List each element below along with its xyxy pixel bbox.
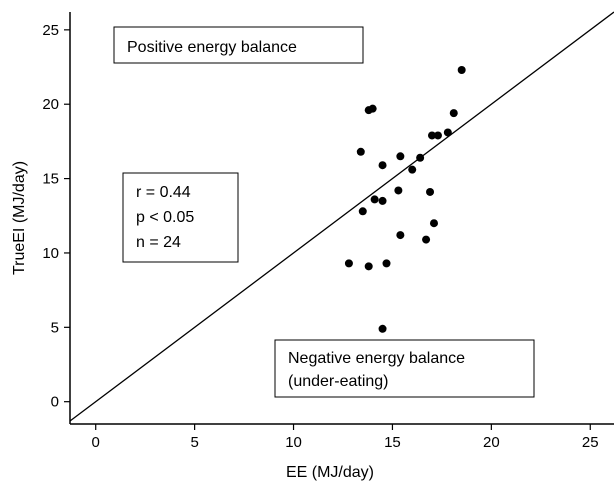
data-point bbox=[356, 147, 365, 156]
stat-n: n = 24 bbox=[136, 234, 181, 251]
y-tick-label: 20 bbox=[42, 96, 59, 113]
y-ticks: 0 5 10 15 20 25 bbox=[42, 22, 70, 411]
data-point bbox=[344, 259, 353, 268]
axes bbox=[69, 12, 614, 425]
y-tick-label: 5 bbox=[51, 319, 59, 336]
x-tick-label: 25 bbox=[582, 434, 599, 451]
data-point bbox=[396, 231, 405, 240]
y-tick-label: 15 bbox=[42, 171, 59, 188]
data-point bbox=[378, 161, 387, 170]
data-points bbox=[344, 66, 466, 333]
negative-balance-sublabel: (under-eating) bbox=[288, 373, 389, 390]
identity-line bbox=[69, 11, 614, 422]
data-point bbox=[433, 131, 442, 140]
data-point bbox=[378, 324, 387, 333]
data-point bbox=[396, 152, 405, 161]
x-tick-label: 0 bbox=[92, 434, 100, 451]
data-point bbox=[426, 187, 435, 196]
positive-balance-box: Positive energy balance bbox=[113, 26, 364, 64]
data-point bbox=[382, 259, 391, 268]
data-point bbox=[422, 235, 431, 244]
negative-balance-box: Negative energy balance (under-eating) bbox=[274, 339, 535, 398]
positive-balance-label: Positive energy balance bbox=[127, 39, 297, 56]
data-point bbox=[457, 66, 466, 75]
stat-p: p < 0.05 bbox=[136, 209, 194, 226]
data-point bbox=[394, 186, 403, 195]
stat-r: r = 0.44 bbox=[136, 184, 191, 201]
data-point bbox=[368, 104, 377, 113]
stats-box: r = 0.44 p < 0.05 n = 24 bbox=[122, 172, 239, 263]
x-tick-label: 5 bbox=[190, 434, 198, 451]
x-tick-label: 20 bbox=[483, 434, 500, 451]
x-axis-title: EE (MJ/day) bbox=[286, 464, 374, 481]
data-point bbox=[378, 196, 387, 205]
y-tick-label: 10 bbox=[42, 245, 59, 262]
data-point bbox=[429, 219, 438, 228]
data-point bbox=[449, 109, 458, 118]
data-point bbox=[443, 128, 452, 137]
negative-balance-label: Negative energy balance bbox=[288, 350, 465, 367]
x-tick-label: 15 bbox=[384, 434, 401, 451]
x-tick-label: 10 bbox=[285, 434, 302, 451]
y-tick-label: 0 bbox=[51, 394, 59, 411]
data-point bbox=[408, 165, 417, 174]
y-tick-label: 25 bbox=[42, 22, 59, 39]
data-point bbox=[364, 262, 373, 271]
y-axis-title: TrueEI (MJ/day) bbox=[11, 161, 28, 275]
data-point bbox=[428, 131, 437, 140]
data-point bbox=[358, 207, 367, 216]
x-ticks: 0 5 10 15 20 25 bbox=[92, 424, 599, 451]
data-point bbox=[370, 195, 379, 204]
data-point bbox=[416, 153, 425, 162]
